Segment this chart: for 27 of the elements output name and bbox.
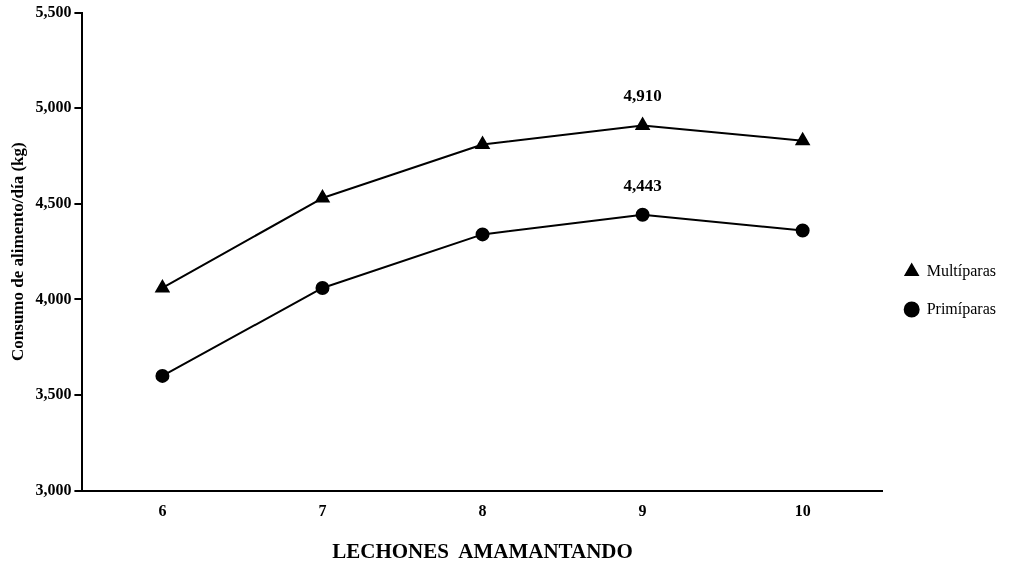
x-axis-title: LECHONES AMAMANTANDO [332,538,633,563]
x-tick-label: 8 [478,502,487,520]
point [475,136,490,150]
point [155,279,170,293]
x-tick-label: 7 [318,502,327,520]
point [155,368,170,383]
point [315,190,330,203]
y-tick-label: 3,000 [35,480,72,498]
x-tick-label: 10 [794,502,811,520]
x-tick-label: 6 [158,502,167,520]
y-tick-label: 4,500 [35,193,72,211]
point [795,132,810,146]
point [635,117,650,130]
y-tick-label: 3,500 [35,385,72,403]
y-axis-title: Consumo de alimento/día (kg) [7,142,27,361]
point [795,223,810,238]
x-tick-label: 9 [638,502,647,520]
legend-label: Primíparas [926,299,997,318]
point [475,227,490,242]
y-tick-label: 4,000 [35,289,72,307]
y-tick-label: 5,500 [35,2,72,20]
legend-label: Multíparas [926,261,997,280]
data-label: 4,910 [623,86,662,106]
y-tick-label: 5,000 [35,98,72,116]
point [635,207,650,222]
data-label: 4,443 [623,175,662,195]
point [315,280,330,295]
